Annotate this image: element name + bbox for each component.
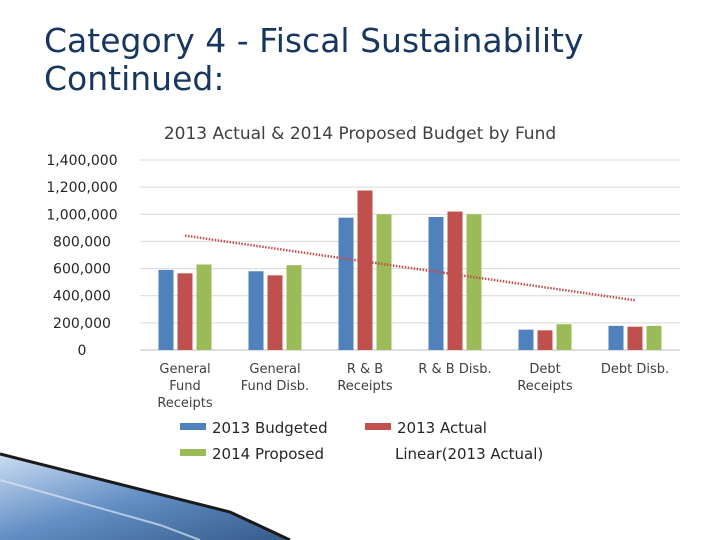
gridlines bbox=[140, 159, 680, 351]
corner-highlight bbox=[0, 479, 201, 540]
bar bbox=[608, 325, 624, 350]
corner-swoosh bbox=[0, 454, 290, 540]
x-category-label: Debt Disb. bbox=[601, 362, 669, 377]
slide-title: Category 4 - Fiscal Sustainability Conti… bbox=[44, 22, 704, 98]
bar bbox=[196, 264, 212, 350]
bar bbox=[428, 217, 444, 350]
bar bbox=[627, 326, 643, 350]
bar bbox=[357, 190, 373, 350]
y-tick-label: 1,000,000 bbox=[46, 207, 117, 223]
legend-swatch bbox=[180, 423, 206, 430]
x-category-label: Receipts bbox=[517, 379, 573, 394]
x-category-label: Debt bbox=[529, 362, 560, 377]
y-tick-label: 1,400,000 bbox=[46, 153, 117, 169]
corner-swoosh-edge bbox=[0, 452, 291, 540]
legend-swatch bbox=[365, 423, 391, 430]
bar bbox=[556, 324, 572, 350]
corner-decoration bbox=[0, 452, 291, 540]
legend-label: 2014 Proposed bbox=[212, 445, 324, 463]
slide-title-line-1: Category 4 - Fiscal Sustainability bbox=[44, 21, 584, 60]
bar bbox=[537, 330, 553, 350]
x-category-label: Fund Disb. bbox=[241, 379, 309, 394]
trendline bbox=[184, 234, 636, 302]
trendline-line bbox=[184, 234, 636, 302]
legend-label: 2013 Budgeted bbox=[212, 419, 328, 437]
bar bbox=[447, 211, 463, 350]
bar bbox=[518, 329, 534, 350]
bar bbox=[248, 271, 264, 350]
bar bbox=[466, 214, 482, 350]
legend-label: Linear(2013 Actual) bbox=[395, 445, 543, 463]
bar bbox=[286, 265, 302, 350]
y-tick-label: 1,200,000 bbox=[46, 180, 117, 196]
legend-swatch bbox=[180, 449, 206, 456]
x-category-label: Receipts bbox=[337, 379, 393, 394]
chart-legend: 2013 Budgeted 2013 Actual 2014 Proposed Lin… bbox=[180, 419, 543, 463]
y-tick-label: 800,000 bbox=[53, 234, 111, 250]
bar bbox=[376, 214, 392, 350]
y-tick-label: 600,000 bbox=[53, 262, 111, 278]
bar bbox=[338, 217, 354, 350]
bar bbox=[646, 325, 662, 350]
bar bbox=[267, 275, 283, 350]
x-category-label: R & B Disb. bbox=[418, 362, 491, 377]
x-category-label: R & B bbox=[347, 362, 383, 377]
chart-title: 2013 Actual & 2014 Proposed Budget by Fu… bbox=[164, 124, 556, 144]
slide-title-line-2: Continued: bbox=[44, 59, 225, 98]
x-category-label: General bbox=[159, 362, 210, 377]
x-category-label: General bbox=[249, 362, 300, 377]
y-tick-label: 400,000 bbox=[53, 289, 111, 305]
x-axis: General Fund Receipts General Fund Disb. R & … bbox=[157, 362, 669, 411]
y-tick-label: 200,000 bbox=[53, 316, 111, 332]
bar bbox=[158, 269, 174, 350]
x-category-label: Fund bbox=[169, 379, 201, 394]
x-category-label: Receipts bbox=[157, 396, 213, 411]
bar-series bbox=[158, 190, 662, 350]
y-axis: 1,400,000 1,200,000 1,000,000 800,000 600,00… bbox=[46, 153, 117, 359]
y-tick-label: 0 bbox=[78, 343, 87, 359]
legend-label: 2013 Actual bbox=[397, 419, 487, 437]
bar bbox=[177, 273, 193, 350]
